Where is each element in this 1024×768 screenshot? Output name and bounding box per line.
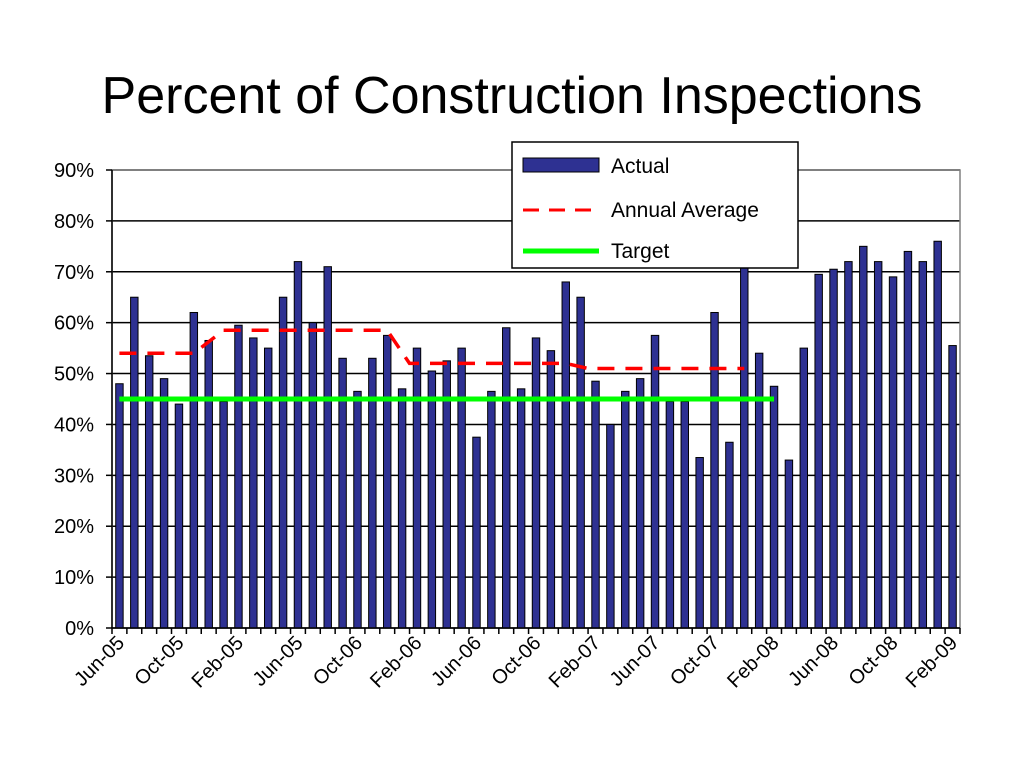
bar bbox=[591, 380, 600, 629]
y-tick-label: 30% bbox=[54, 465, 94, 487]
x-tick-label: Oct-05 bbox=[130, 632, 188, 690]
bar bbox=[263, 347, 273, 629]
bar bbox=[784, 459, 794, 629]
bar bbox=[487, 390, 496, 629]
bar bbox=[293, 261, 303, 629]
x-tick-label: Oct-08 bbox=[845, 632, 903, 690]
bar bbox=[412, 347, 422, 629]
bar bbox=[546, 350, 556, 629]
bar bbox=[353, 390, 362, 629]
bar bbox=[397, 388, 407, 629]
x-tick-label: Jun-05 bbox=[70, 632, 129, 691]
bar bbox=[130, 296, 139, 629]
bar bbox=[204, 339, 213, 629]
bar bbox=[427, 370, 437, 629]
bar bbox=[383, 334, 392, 629]
bar bbox=[576, 296, 585, 629]
x-tick-label: Feb-07 bbox=[545, 632, 605, 692]
x-tick-label: Feb-08 bbox=[723, 632, 783, 692]
x-tick-label: Feb-06 bbox=[366, 632, 426, 692]
annual-average-line bbox=[119, 328, 745, 371]
bar bbox=[621, 390, 630, 629]
bar bbox=[115, 383, 124, 629]
bar bbox=[174, 403, 184, 629]
bar bbox=[873, 261, 883, 629]
bar bbox=[323, 266, 332, 629]
legend-label-annual-average: Annual Average bbox=[611, 199, 759, 222]
x-tick-labels: Jun-05 Oct-05 Feb-05 Jun-05 Oct-06 Feb-06 Jun-… bbox=[70, 632, 962, 692]
bar bbox=[249, 337, 258, 629]
bar bbox=[754, 352, 764, 629]
y-tick-label: 20% bbox=[54, 516, 94, 538]
bar bbox=[665, 401, 675, 629]
bar bbox=[918, 261, 928, 629]
bar bbox=[695, 457, 704, 629]
bar bbox=[457, 347, 466, 629]
bar bbox=[278, 296, 288, 629]
y-tick-label: 50% bbox=[54, 364, 94, 386]
y-tick-label: 10% bbox=[54, 567, 94, 589]
bar bbox=[740, 266, 749, 629]
series-lines bbox=[119, 328, 774, 402]
y-tick-label: 80% bbox=[54, 211, 94, 233]
bar bbox=[814, 273, 823, 629]
x-tick-label: Feb-05 bbox=[188, 632, 248, 692]
legend: Actual Annual Average Target bbox=[511, 141, 799, 269]
bar bbox=[680, 401, 689, 629]
bar bbox=[948, 345, 957, 629]
bar bbox=[502, 327, 511, 629]
bar bbox=[516, 388, 526, 629]
y-tick-label: 70% bbox=[54, 262, 94, 284]
y-tick-labels: 0% 10% 20% 30% 40% 50% 60% 70% 80% 90% bbox=[54, 160, 94, 640]
chart-title: Percent of Construction Inspections bbox=[101, 67, 923, 125]
x-tick-label: Jun-05 bbox=[249, 632, 308, 691]
bar bbox=[635, 378, 645, 629]
bar bbox=[844, 261, 853, 629]
x-tick-label: Jun-06 bbox=[427, 632, 486, 691]
y-tick-label: 60% bbox=[54, 313, 94, 335]
bars bbox=[115, 240, 957, 629]
x-tick-label: Jun-07 bbox=[606, 632, 665, 691]
y-tick-label: 90% bbox=[54, 160, 94, 182]
x-tick-label: Oct-06 bbox=[309, 632, 367, 690]
x-tick-label: Jun-08 bbox=[784, 632, 843, 691]
bar bbox=[859, 245, 868, 629]
bar bbox=[933, 240, 942, 629]
bar bbox=[769, 385, 779, 629]
x-tick-label: Oct-06 bbox=[488, 632, 546, 690]
y-tick-label: 0% bbox=[65, 618, 94, 640]
bar bbox=[234, 324, 243, 629]
bar bbox=[710, 311, 719, 629]
axes bbox=[106, 169, 961, 634]
x-tick-label: Feb-09 bbox=[902, 632, 962, 692]
y-tick-label: 40% bbox=[54, 414, 94, 436]
bar bbox=[650, 334, 660, 629]
bar bbox=[159, 378, 169, 629]
bar bbox=[219, 401, 228, 629]
bar bbox=[472, 436, 481, 629]
bar bbox=[308, 322, 318, 629]
bar bbox=[888, 276, 898, 629]
bar bbox=[799, 347, 809, 629]
bar bbox=[189, 311, 199, 629]
bar bbox=[561, 281, 570, 629]
bar bbox=[829, 268, 838, 629]
x-tick-label: Oct-07 bbox=[666, 632, 724, 690]
bar bbox=[606, 423, 615, 629]
legend-swatch-actual bbox=[522, 157, 600, 173]
bar bbox=[725, 441, 734, 629]
legend-label-actual: Actual bbox=[611, 155, 669, 178]
bar bbox=[531, 337, 541, 629]
bar bbox=[903, 250, 913, 629]
legend-label-target: Target bbox=[611, 240, 670, 263]
